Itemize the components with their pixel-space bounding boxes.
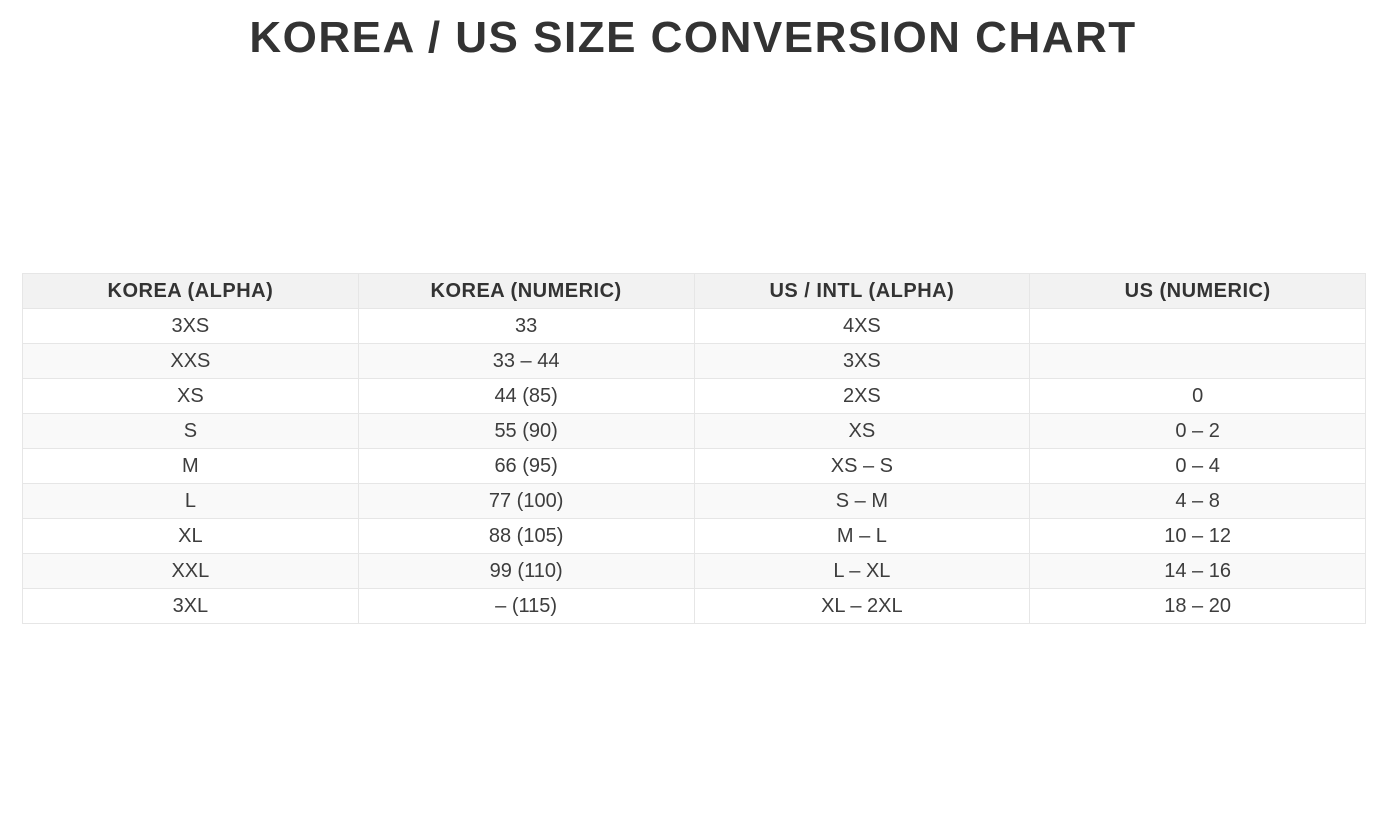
table-cell: 18 – 20 <box>1029 588 1366 625</box>
table-cell: 88 (105) <box>357 518 695 555</box>
table-cell: S – M <box>693 483 1031 520</box>
table-cell: 3XL <box>22 588 359 625</box>
table-cell: – (115) <box>357 588 695 625</box>
table-cell: L – XL <box>693 553 1031 590</box>
table-cell: 33 – 44 <box>357 343 695 380</box>
page-title: KOREA / US SIZE CONVERSION CHART <box>249 13 1137 62</box>
table-row: XXL 99 (110) L – XL 14 – 16 <box>22 553 1366 590</box>
size-conversion-table: KOREA (ALPHA) KOREA (NUMERIC) US / INTL (A… <box>22 273 1366 625</box>
table-body: 3XS 33 4XS XXS 33 – 44 3XS XS 44 (85) 2XS 0 S 55 (9… <box>22 308 1366 625</box>
table-cell: 0 <box>1029 378 1366 415</box>
table-row: XS 44 (85) 2XS 0 <box>22 378 1366 415</box>
table-cell: 3XS <box>693 343 1031 380</box>
table-cell: 4XS <box>693 308 1031 345</box>
table-row: XXS 33 – 44 3XS <box>22 343 1366 380</box>
table-cell: 0 – 2 <box>1029 413 1366 450</box>
table-cell: M <box>22 448 359 485</box>
table-cell: 3XS <box>22 308 359 345</box>
table-cell: XL <box>22 518 359 555</box>
table-cell: 2XS <box>693 378 1031 415</box>
header-row: KOREA (ALPHA) KOREA (NUMERIC) US / INTL (A… <box>22 273 1366 310</box>
table-cell <box>1029 308 1366 345</box>
table-cell: XXL <box>22 553 359 590</box>
table-cell: 4 – 8 <box>1029 483 1366 520</box>
table-cell: 99 (110) <box>357 553 695 590</box>
table-cell: XS <box>693 413 1031 450</box>
column-header: KOREA (ALPHA) <box>22 273 359 310</box>
table-cell: L <box>22 483 359 520</box>
table-cell: XS <box>22 378 359 415</box>
table-row: XL 88 (105) M – L 10 – 12 <box>22 518 1366 555</box>
table-cell: 0 – 4 <box>1029 448 1366 485</box>
table-cell: 55 (90) <box>357 413 695 450</box>
table-cell: S <box>22 413 359 450</box>
table-cell: XXS <box>22 343 359 380</box>
table-cell <box>1029 343 1366 380</box>
table-row: 3XS 33 4XS <box>22 308 1366 345</box>
column-header: US (NUMERIC) <box>1029 273 1366 310</box>
conversion-table-container: KOREA (ALPHA) KOREA (NUMERIC) US / INTL (A… <box>22 273 1366 625</box>
table-cell: M – L <box>693 518 1031 555</box>
table-cell: 66 (95) <box>357 448 695 485</box>
table-cell: 44 (85) <box>357 378 695 415</box>
table-cell: XL – 2XL <box>693 588 1031 625</box>
table-cell: 10 – 12 <box>1029 518 1366 555</box>
column-header: US / INTL (ALPHA) <box>693 273 1031 310</box>
table-row: S 55 (90) XS 0 – 2 <box>22 413 1366 450</box>
table-cell: XS – S <box>693 448 1031 485</box>
table-cell: 77 (100) <box>357 483 695 520</box>
table-row: 3XL – (115) XL – 2XL 18 – 20 <box>22 588 1366 625</box>
column-header: KOREA (NUMERIC) <box>357 273 695 310</box>
table-cell: 14 – 16 <box>1029 553 1366 590</box>
table-cell: 33 <box>357 308 695 345</box>
